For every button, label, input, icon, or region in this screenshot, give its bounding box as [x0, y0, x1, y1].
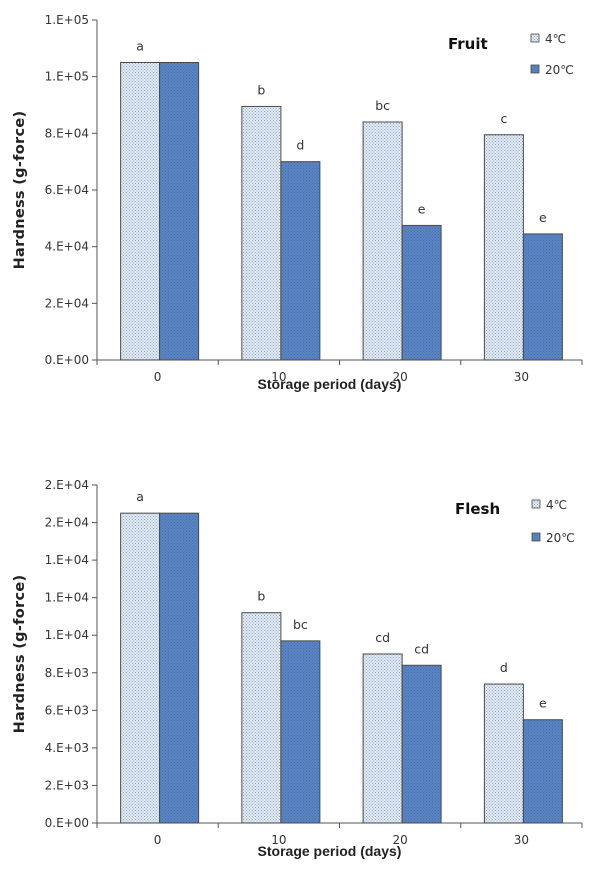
- bar-20c-day-30: [522, 719, 563, 824]
- significance-label: a: [136, 489, 144, 504]
- bar-20c-day-20: [401, 224, 442, 361]
- significance-label: cd: [375, 630, 390, 645]
- x-tick-label: 10: [271, 370, 286, 384]
- bar-20c-day-30: [522, 233, 563, 361]
- y-tick-label: 2.E+04: [45, 296, 89, 310]
- panel-label: Flesh: [455, 500, 500, 518]
- y-tick-label: 8.E+04: [45, 126, 89, 140]
- bar-4c-day-20: [362, 121, 403, 361]
- bar-4c-day-30: [483, 134, 524, 361]
- significance-label: b: [257, 589, 265, 604]
- significance-label: c: [500, 111, 507, 126]
- bar-20c-day-20: [401, 664, 442, 824]
- significance-label: cd: [414, 641, 429, 656]
- y-tick-label: 6.E+04: [45, 183, 89, 197]
- bar-4c-day-10: [241, 612, 282, 824]
- x-tick-label: 10: [271, 833, 286, 847]
- significance-label: bc: [293, 617, 308, 632]
- y-tick-label: 1.E+04: [45, 591, 89, 605]
- y-tick-label: 2.E+04: [45, 516, 89, 530]
- x-tick-label: 20: [392, 833, 407, 847]
- x-tick-label: 20: [392, 370, 407, 384]
- x-tick-label: 30: [514, 833, 529, 847]
- significance-label: e: [418, 201, 426, 216]
- legend-label: 20℃: [545, 63, 574, 77]
- x-tick-label: 0: [154, 370, 162, 384]
- chart-panel-fruit: 0.E+00 2.E+04 4.E+04 6.E+04 8.E+04 1.E+05 1.E+…: [12, 13, 583, 392]
- significance-label: b: [257, 82, 265, 97]
- y-tick-label: 0.E+00: [45, 816, 89, 830]
- y-tick-label: 4.E+04: [45, 240, 89, 254]
- bar-4c-day-0: [120, 512, 161, 824]
- y-tick-label: 2.E+04: [45, 478, 89, 492]
- significance-label: e: [539, 210, 547, 225]
- significance-label: e: [539, 696, 547, 711]
- bar-20c-day-10: [280, 161, 321, 361]
- bar-20c-day-10: [280, 640, 321, 824]
- x-axis-title: Storage period (days): [258, 843, 402, 859]
- bar-20c-day-0: [159, 512, 200, 824]
- bar-4c-day-0: [120, 62, 161, 361]
- x-tick-label: 30: [514, 370, 529, 384]
- y-tick-label: 1.E+04: [45, 553, 89, 567]
- significance-label: bc: [375, 98, 390, 113]
- legend-label: 4℃: [545, 32, 566, 46]
- legend-label: 4℃: [546, 498, 567, 512]
- y-axis-title: Hardness (g-force): [12, 111, 28, 270]
- legend-swatch: [531, 532, 541, 542]
- legend-swatch: [530, 33, 540, 43]
- significance-label: a: [136, 39, 144, 54]
- y-tick-label: 1.E+05: [45, 13, 89, 27]
- y-tick-label: 0.E+00: [45, 353, 89, 367]
- y-tick-label: 1.E+04: [45, 628, 89, 642]
- bar-4c-day-20: [362, 653, 403, 824]
- chart-panel-flesh: 0.E+00 2.E+03 4.E+03 6.E+03 8.E+03 1.E+04 1.E+…: [12, 478, 583, 859]
- panel-label: Fruit: [448, 35, 488, 53]
- y-tick-label: 6.E+03: [45, 703, 89, 717]
- y-tick-label: 8.E+03: [45, 666, 89, 680]
- bar-20c-day-0: [159, 62, 200, 361]
- legend-label: 20℃: [546, 531, 575, 545]
- y-axis-title: Hardness (g-force): [12, 575, 28, 734]
- x-axis-title: Storage period (days): [258, 376, 402, 392]
- y-tick-label: 2.E+03: [45, 778, 89, 792]
- bar-4c-day-10: [241, 105, 282, 361]
- x-tick-label: 0: [154, 833, 162, 847]
- y-tick-label: 1.E+05: [45, 70, 89, 84]
- significance-label: d: [296, 138, 304, 153]
- y-tick-label: 4.E+03: [45, 741, 89, 755]
- significance-label: d: [500, 660, 508, 675]
- legend-swatch: [531, 499, 541, 509]
- bar-4c-day-30: [483, 683, 524, 824]
- legend-swatch: [530, 64, 540, 74]
